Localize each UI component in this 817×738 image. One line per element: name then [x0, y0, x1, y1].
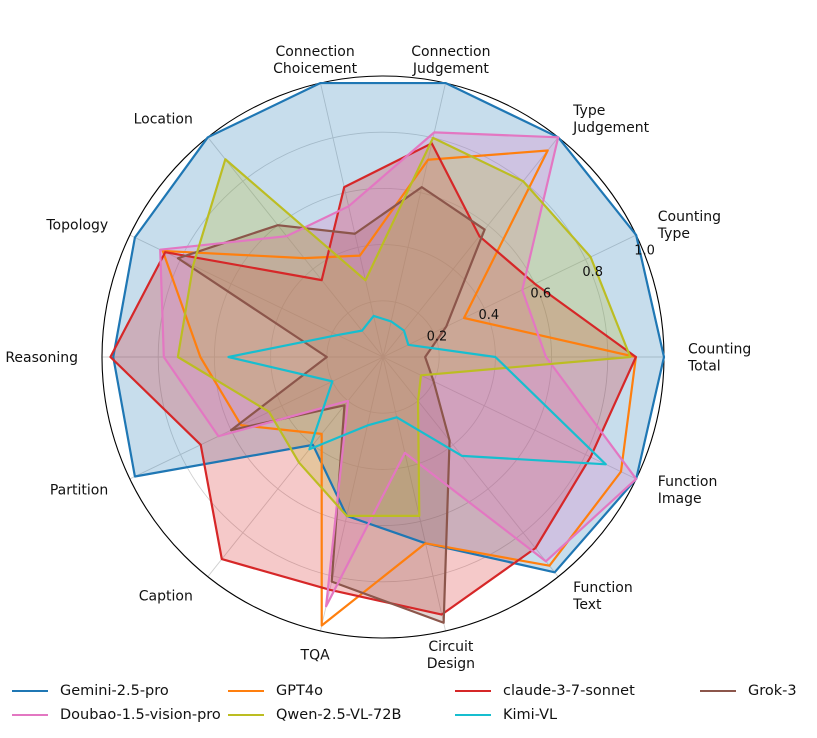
grid-spoke [207, 356, 384, 577]
legend-item: Kimi-VL [455, 704, 557, 726]
series-line-grok-3 [176, 186, 486, 624]
legend-label: Grok-3 [748, 683, 797, 699]
legend-swatch [228, 690, 264, 692]
legend-swatch [12, 690, 48, 692]
radial-tick-label: 0.8 [582, 265, 603, 280]
series-line-kimi-vl [227, 314, 607, 466]
series-line-doubao-1-5-vision-pro [159, 131, 638, 608]
grid-spoke [129, 234, 384, 358]
grid-spoke [382, 356, 446, 632]
category-label: Location [134, 112, 193, 128]
category-label: Type Judgement [572, 103, 650, 136]
grid-spoke [382, 234, 637, 358]
series-fill-gemini-2-5-pro [113, 83, 665, 573]
legend-item: Doubao-1.5-vision-pro [12, 704, 221, 726]
radial-tick-label: 0.6 [530, 286, 551, 301]
legend-item: GPT4o [228, 680, 323, 702]
series-line-qwen-2-5-vl-72b [176, 136, 632, 517]
legend-label: Qwen-2.5-VL-72B [276, 707, 402, 723]
legend-item: Qwen-2.5-VL-72B [228, 704, 401, 726]
category-label: TQA [300, 647, 331, 663]
grid-spoke [382, 356, 637, 480]
legend-swatch [700, 690, 736, 692]
legend-swatch [12, 714, 48, 716]
radar-grid [101, 75, 665, 639]
grid-spoke [129, 356, 384, 480]
legend-item: Grok-3 [700, 680, 797, 702]
grid-spoke [320, 82, 384, 358]
grid-spoke [207, 137, 384, 358]
series-line-gpt4o [161, 149, 638, 627]
radial-tick-label: 1.0 [634, 243, 655, 258]
legend-item: claude-3-7-sonnet [455, 680, 635, 702]
legend-label: GPT4o [276, 683, 323, 699]
category-label: Counting Total [687, 342, 751, 375]
category-label: Function Text [572, 580, 633, 613]
grid-spoke [382, 137, 559, 358]
category-label: Connection Choicement [273, 44, 358, 77]
category-label: Function Image [658, 474, 718, 507]
series-fill-claude-3-7-sonnet [110, 143, 636, 615]
legend-label: Kimi-VL [503, 707, 558, 723]
radial-tick-labels: 0.2 0.4 0.6 0.8 1.0 [427, 243, 655, 344]
legend: Gemini-2.5-pro GPT4o claude-3-7-sonnet Grok… [0, 680, 817, 732]
series-fills [110, 83, 665, 623]
legend-label: claude-3-7-sonnet [503, 683, 635, 699]
category-label: Partition [50, 482, 108, 498]
radial-tick-label: 0.4 [479, 308, 500, 323]
legend-label: Gemini-2.5-pro [60, 683, 169, 699]
series-line-gemini-2-5-pro [112, 81, 666, 574]
legend-swatch [455, 690, 491, 692]
series-lines [109, 81, 666, 627]
grid-spoke [382, 82, 446, 358]
legend-item: Gemini-2.5-pro [12, 680, 169, 702]
category-label: Caption [139, 588, 193, 604]
series-fill-qwen-2-5-vl-72b [177, 137, 631, 516]
grid-spoke [382, 356, 559, 577]
category-labels: Counting Total Counting Type Type Judgement Co… [5, 44, 751, 672]
category-label: Topology [45, 218, 108, 234]
series-line-claude-3-7-sonnet [109, 142, 638, 616]
grid-spoke [320, 356, 384, 632]
series-fill-doubao-1-5-vision-pro [160, 132, 637, 607]
category-label: Connection Judgement [411, 44, 490, 77]
legend-swatch [228, 714, 264, 716]
category-label: Circuit Design [427, 639, 475, 672]
legend-label: Doubao-1.5-vision-pro [60, 707, 221, 723]
legend-swatch [455, 714, 491, 716]
radial-tick-label: 0.2 [427, 329, 448, 344]
category-label: Counting Type [657, 209, 721, 242]
category-label: Reasoning [5, 350, 78, 366]
